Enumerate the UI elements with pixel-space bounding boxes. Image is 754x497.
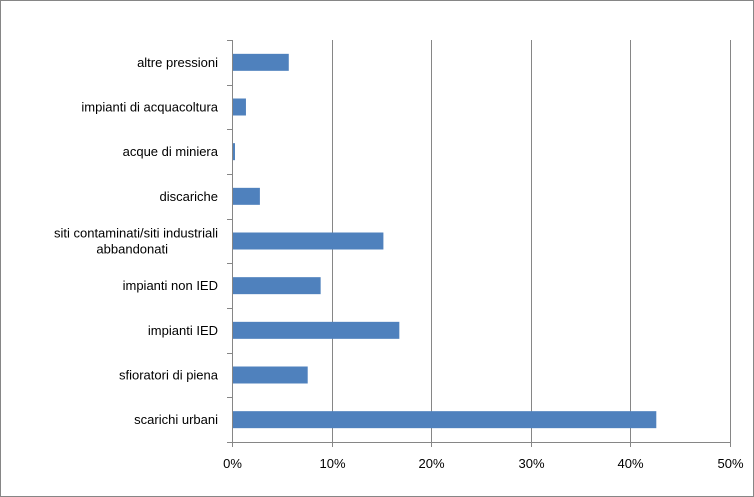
x-tick-label: 30% xyxy=(518,456,544,471)
bar xyxy=(233,366,308,384)
category-label: altre pressioni xyxy=(137,55,218,70)
category-label: discariche xyxy=(159,189,218,204)
bar xyxy=(233,143,235,161)
bar xyxy=(233,53,289,71)
bar xyxy=(233,232,384,250)
category-labels: scarichi urbani sfioratori di piena impian… xyxy=(54,55,219,427)
category-label: impianti di acquacoltura xyxy=(81,100,218,115)
x-tick-label: 50% xyxy=(717,456,743,471)
bar xyxy=(233,187,260,205)
bar xyxy=(233,98,246,116)
category-label-line: abbandonati xyxy=(96,242,168,257)
category-label: impianti IED xyxy=(148,323,218,338)
gridlines xyxy=(332,40,731,442)
category-label: sfioratori di piena xyxy=(119,368,219,383)
category-label: impianti non IED xyxy=(123,278,218,293)
x-tick-labels: 0% 10% 20% 30% 40% 50% xyxy=(223,456,744,471)
x-tick-label: 40% xyxy=(617,456,643,471)
x-tick-label: 0% xyxy=(223,456,242,471)
category-label: acque di miniera xyxy=(123,144,219,159)
axes xyxy=(227,40,731,447)
bar xyxy=(233,411,657,429)
bar xyxy=(233,277,321,295)
bar xyxy=(233,321,400,339)
category-label: scarichi urbani xyxy=(134,412,218,427)
category-label: siti contaminati/siti industriali abbando… xyxy=(54,226,218,257)
category-label-line: siti contaminati/siti industriali xyxy=(54,226,218,241)
x-tick-label: 20% xyxy=(418,456,444,471)
bars xyxy=(233,53,657,429)
x-tick-label: 10% xyxy=(319,456,345,471)
